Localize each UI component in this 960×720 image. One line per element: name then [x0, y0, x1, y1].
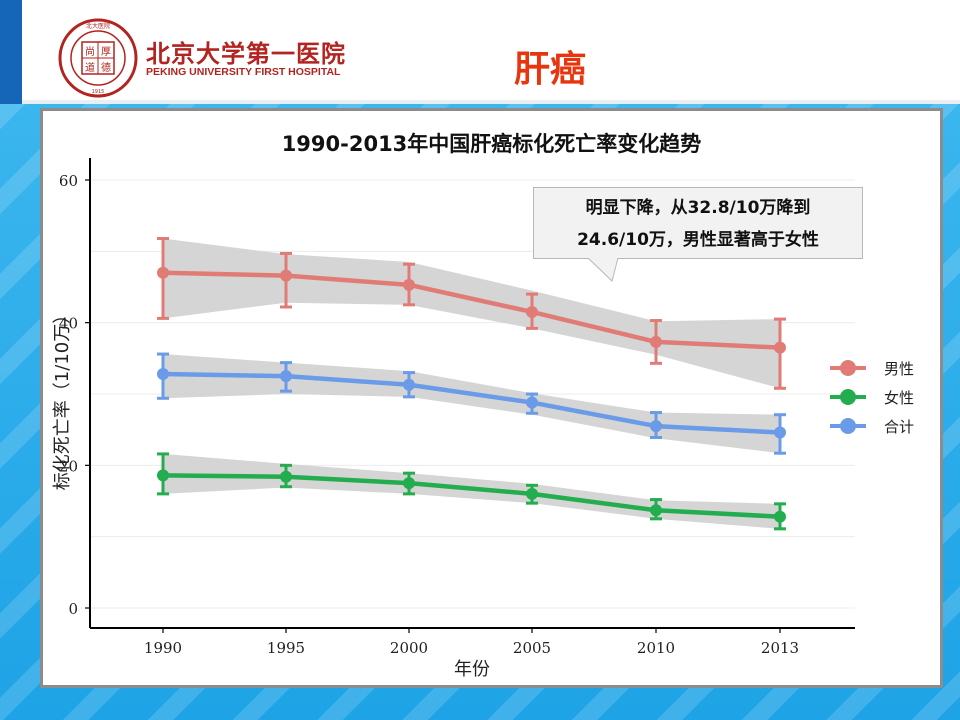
annotation-callout [533, 187, 863, 259]
legend-label: 合计 [884, 418, 915, 436]
data-point [650, 420, 662, 433]
x-axis-title: 年份 [454, 659, 490, 680]
legend-swatch [830, 389, 866, 405]
y-tick-label: 0 [68, 600, 78, 618]
svg-text:尚: 尚 [85, 45, 95, 58]
annotation-line-1: 明显下降，从32.8/10万降到 [585, 198, 811, 218]
data-point [280, 470, 292, 483]
series-line [162, 270, 781, 350]
x-tick-label: 2000 [390, 639, 428, 657]
y-tick-label: 20 [59, 457, 78, 475]
chart-legend: 男性 女性 合计 [830, 354, 940, 441]
legend-item: 合计 [830, 412, 940, 441]
x-tick-label: 2013 [761, 639, 799, 657]
data-point [157, 368, 169, 381]
data-point [650, 504, 662, 517]
y-axis-title: 标化死亡率（1/10万） [52, 306, 73, 490]
legend-swatch-marker [840, 389, 856, 405]
data-point [403, 378, 415, 391]
legend-swatch-marker [840, 418, 856, 434]
data-point [526, 487, 538, 500]
legend-swatch [830, 418, 866, 434]
x-tick-label: 1995 [267, 639, 305, 657]
legend-swatch [830, 360, 866, 376]
series-line [162, 473, 781, 519]
svg-text:厚: 厚 [101, 46, 111, 58]
data-point [774, 426, 786, 439]
legend-item: 女性 [830, 383, 940, 412]
legend-item: 男性 [830, 354, 940, 383]
data-point [774, 341, 786, 354]
x-tick-label: 2005 [513, 639, 551, 657]
header-divider [22, 100, 960, 104]
data-point [650, 335, 662, 348]
hospital-name-cn: 北京大学第一医院 [146, 39, 346, 68]
svg-text:道: 道 [85, 61, 95, 74]
header-accent-bar [0, 0, 22, 104]
data-point [157, 266, 169, 279]
svg-text:1915: 1915 [92, 89, 105, 95]
y-tick-label: 40 [59, 315, 78, 333]
svg-text:北大医院: 北大医院 [86, 22, 110, 30]
data-point [526, 396, 538, 409]
legend-label: 男性 [884, 360, 915, 378]
data-point [403, 278, 415, 291]
hospital-name-en: PEKING UNIVERSITY FIRST HOSPITAL [146, 66, 341, 78]
hospital-logo: 尚 厚 道 德 北大医院 1915 [58, 18, 138, 98]
page-title: 肝癌 [513, 49, 586, 90]
data-point [526, 305, 538, 318]
data-point [280, 269, 292, 282]
legend-label: 女性 [884, 389, 915, 407]
chart-title: 1990-2013年中国肝癌标化死亡率变化趋势 [281, 132, 702, 156]
legend-swatch-marker [840, 360, 856, 376]
annotation-text: 明显下降，从32.8/10万降到 24.6/10万，男性显著高于女性 [533, 192, 863, 256]
annotation-line-2: 24.6/10万，男性显著高于女性 [577, 230, 819, 250]
data-point [280, 370, 292, 383]
data-point [157, 469, 169, 482]
confidence-band [163, 453, 780, 529]
x-tick-label: 1990 [144, 639, 182, 657]
confidence-band [163, 354, 780, 454]
svg-text:德: 德 [101, 61, 111, 74]
series-line [162, 371, 781, 435]
y-tick-label: 60 [59, 172, 78, 190]
x-tick-label: 2010 [637, 639, 675, 657]
data-point [403, 477, 415, 490]
data-point [774, 510, 786, 523]
